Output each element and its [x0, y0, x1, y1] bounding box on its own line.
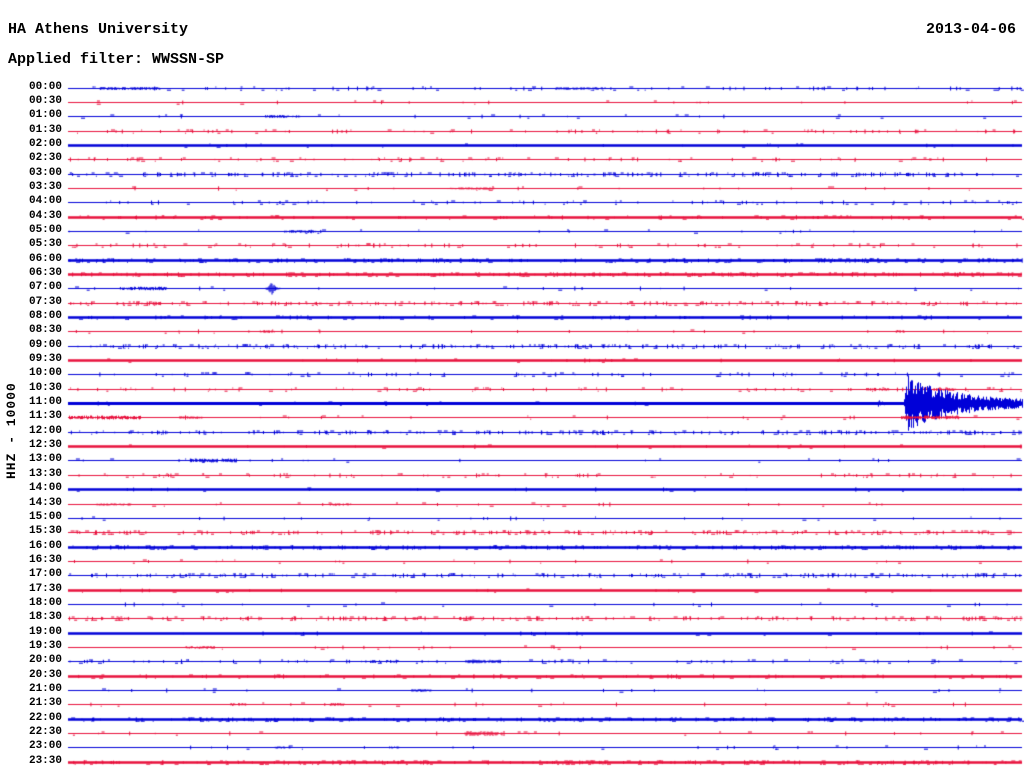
helicorder-page: HA Athens University Applied filter: WWS…: [0, 0, 1024, 780]
helicorder-canvas: [0, 0, 1024, 780]
